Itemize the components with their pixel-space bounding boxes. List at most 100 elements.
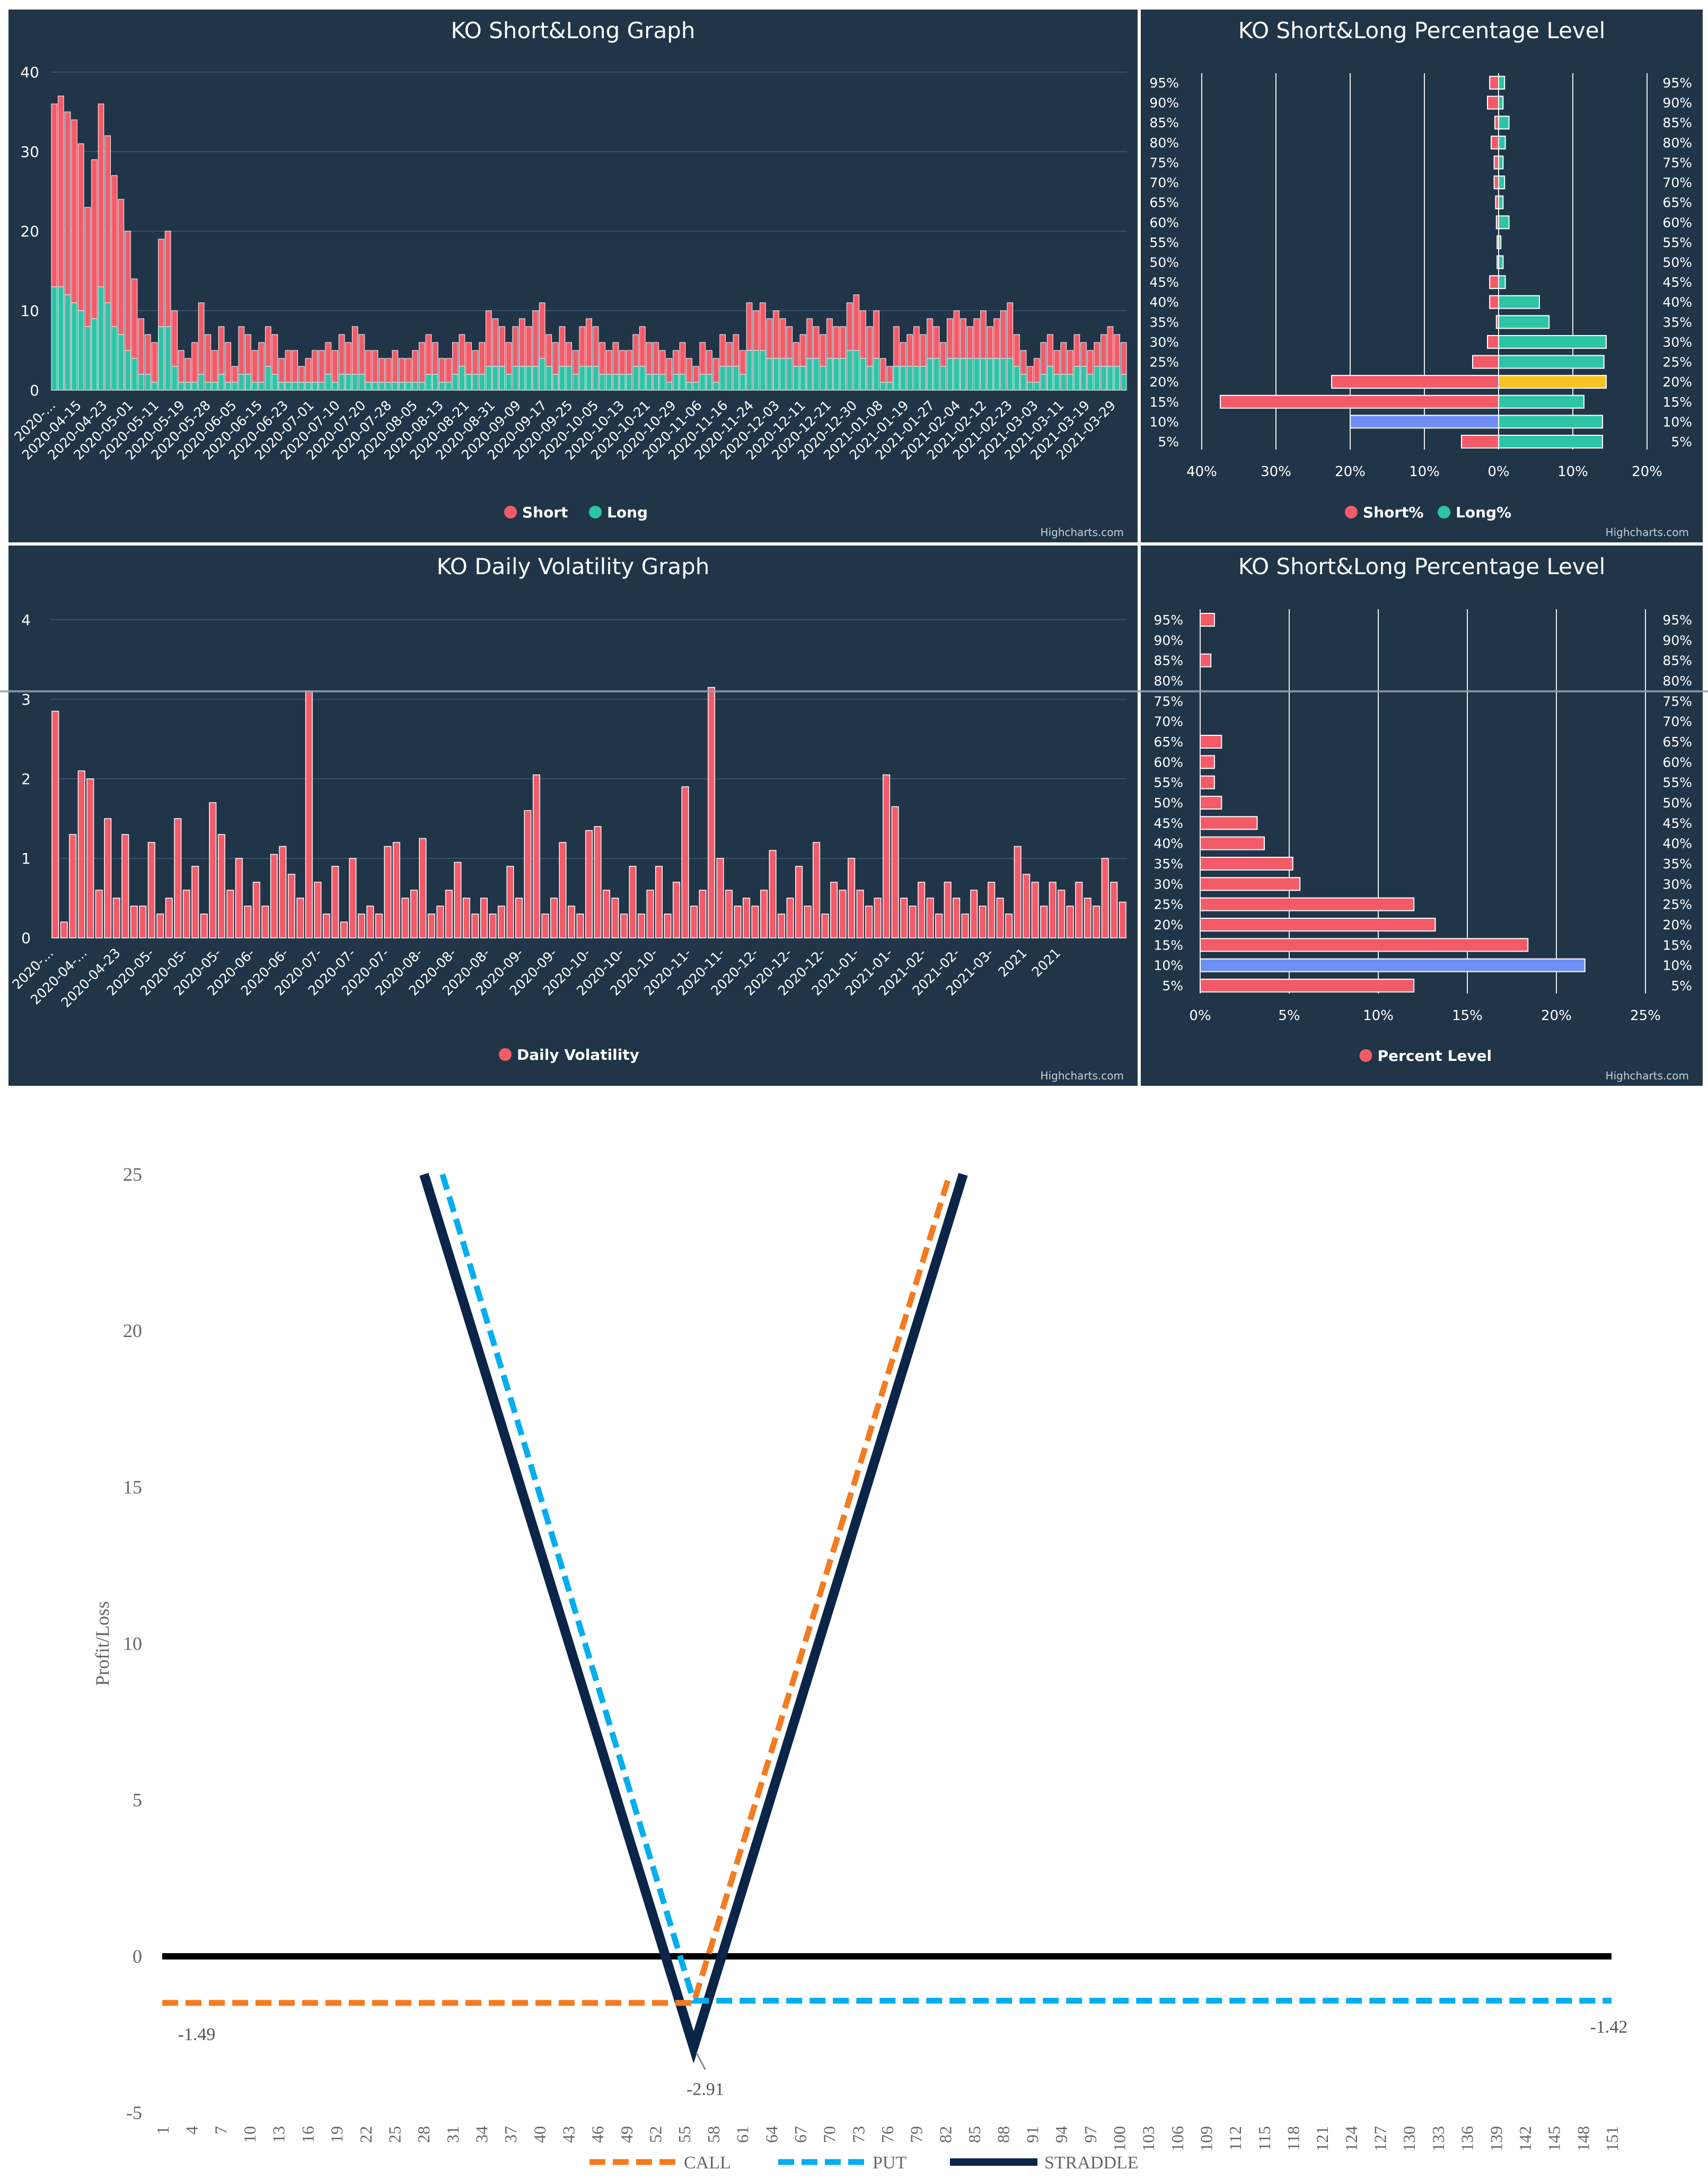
volatility-bar <box>235 858 243 938</box>
long-bar <box>927 358 933 391</box>
long-bar <box>739 374 746 391</box>
long-pct-bar <box>1498 235 1502 249</box>
legend-label: Short <box>522 504 568 521</box>
y-tick-label: 2 <box>21 770 31 788</box>
volatility-bar <box>988 882 996 938</box>
percent-level-bar <box>1200 775 1215 789</box>
x-tick-label: 64 <box>762 2126 781 2143</box>
long-bar <box>1114 366 1120 391</box>
volatility-bar <box>681 786 689 938</box>
x-tick-label: 115 <box>1255 2126 1274 2151</box>
straddle-payoff-svg: -5 0 5 10 15 20 25 Profit/Loss 1 4 7 10 13 16 19 22 25 28… <box>92 1164 1627 2173</box>
x-tick-label: 55 <box>675 2126 694 2143</box>
volatility-bar <box>1110 882 1118 938</box>
category-label-right: 45% <box>1662 815 1692 831</box>
long-bar <box>465 374 472 391</box>
short-pct-bar <box>1489 275 1500 289</box>
straddle-min-leader <box>695 2052 706 2070</box>
category-label-right: 25% <box>1662 897 1692 912</box>
volatility-bar <box>279 846 287 938</box>
category-label-right: 65% <box>1662 734 1692 750</box>
category-label-right: 50% <box>1662 795 1692 811</box>
volatility-bar <box>349 858 357 938</box>
volatility-bar <box>848 858 856 938</box>
volatility-bar <box>357 913 365 938</box>
short-pct-bar <box>1220 394 1499 409</box>
percent-level-chart: KO Short&Long Percentage Level Highcharts… <box>1154 553 1692 1082</box>
long-bar <box>1040 374 1047 391</box>
long-bar <box>71 302 77 391</box>
long-pct-bar <box>1498 116 1510 130</box>
short-pct-bar <box>1491 135 1499 150</box>
category-label-right: 80% <box>1662 673 1692 689</box>
long-bar <box>806 358 813 391</box>
long-bar <box>940 366 947 391</box>
volatility-bar <box>226 890 234 938</box>
volatility-bar <box>532 774 540 938</box>
long-bar <box>766 358 773 391</box>
long-bar <box>292 382 298 391</box>
volatility-bar <box>804 906 812 938</box>
long-bar <box>184 382 191 391</box>
volatility-bar <box>287 874 295 938</box>
volatility-bar <box>664 913 672 938</box>
percent-level-bar <box>1200 796 1222 810</box>
x-tick-label: 20% <box>1335 464 1366 480</box>
x-tick-label: 91 <box>1023 2126 1042 2143</box>
percent-level-bar <box>1200 938 1529 952</box>
long-bar <box>1014 366 1020 391</box>
long-bar <box>305 382 312 391</box>
x-tick-label: 127 <box>1371 2126 1390 2151</box>
percent-level-bar <box>1200 979 1415 992</box>
long-bar <box>646 374 653 391</box>
y-tick-label: 40 <box>20 64 39 81</box>
category-label-right: 65% <box>1662 195 1692 210</box>
category-label: 50% <box>1149 255 1179 270</box>
long-bar <box>813 358 820 391</box>
long-bar <box>706 374 712 391</box>
long-bar <box>846 350 853 391</box>
long-bar <box>586 366 592 391</box>
x-tick-label: 22 <box>356 2126 375 2143</box>
volatility-bar <box>1031 882 1039 938</box>
long-bar <box>746 350 753 391</box>
volatility-bar <box>970 890 978 938</box>
long-bar <box>479 374 486 391</box>
percent-level-bar <box>1200 816 1258 830</box>
x-tick-label: 16 <box>298 2126 317 2143</box>
category-label: 5% <box>1162 978 1183 994</box>
long-bar <box>1087 374 1094 391</box>
x-tick-label: 151 <box>1603 2126 1622 2151</box>
volatility-bar <box>1093 906 1100 938</box>
x-tick-label: 19 <box>327 2126 346 2143</box>
volatility-bar <box>567 906 575 938</box>
volatility-bar <box>497 906 505 938</box>
category-label-right: 55% <box>1662 235 1692 250</box>
volatility-bar <box>314 882 322 938</box>
x-tick-label: 5% <box>1278 1008 1300 1024</box>
category-label-right: 10% <box>1662 414 1692 429</box>
long-bar <box>886 382 893 391</box>
volatility-bar <box>445 890 453 938</box>
long-bar <box>799 366 806 391</box>
short-pct-bar <box>1489 76 1500 90</box>
x-tick-label: 34 <box>472 2126 491 2143</box>
long-bar <box>338 374 345 391</box>
volatility-bar <box>392 842 400 938</box>
volatility-bar <box>51 710 59 938</box>
volatility-bar <box>708 687 716 938</box>
long-bar <box>1047 366 1053 391</box>
volatility-bar <box>953 898 961 938</box>
long-bar <box>271 374 278 391</box>
long-bar <box>545 366 552 391</box>
chart-title: KO Short&Long Percentage Level <box>1238 17 1606 43</box>
legend-marker <box>1345 506 1358 519</box>
long-bar <box>459 366 465 391</box>
short-pct-bar <box>1461 435 1499 449</box>
long-pct-bar <box>1498 135 1506 150</box>
category-label-right: 90% <box>1662 632 1692 648</box>
category-label-right: 60% <box>1662 215 1692 230</box>
long-pct-bar <box>1498 155 1504 170</box>
volatility-bar <box>296 898 304 938</box>
long-bar <box>131 358 138 391</box>
